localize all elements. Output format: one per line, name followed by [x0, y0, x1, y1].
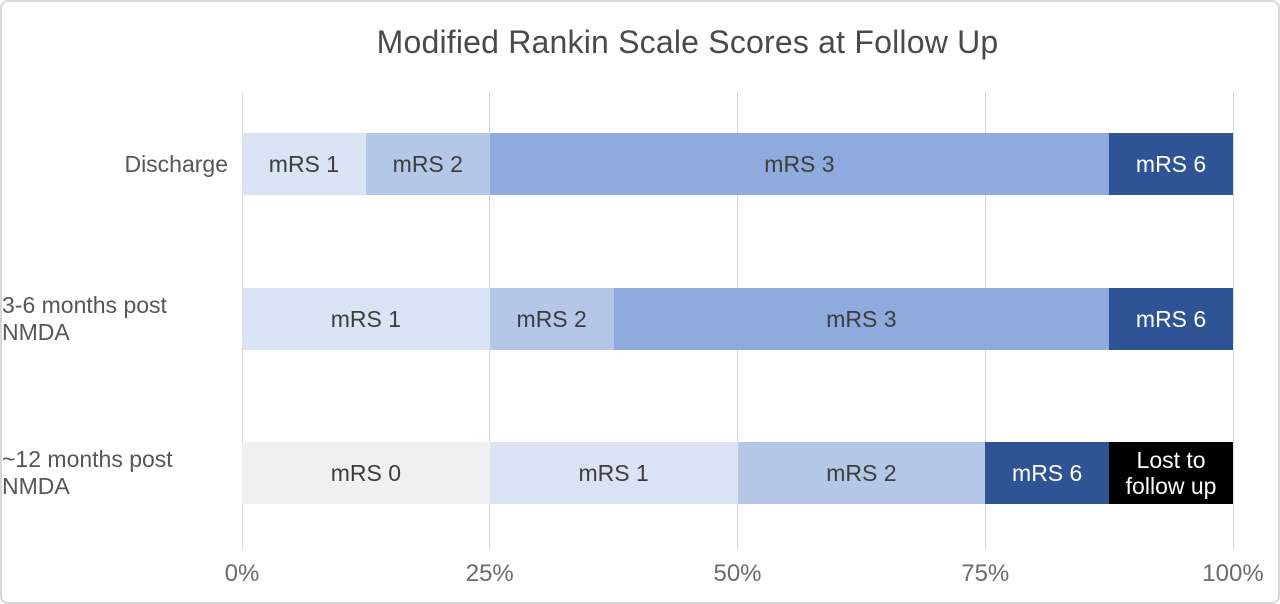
bar-segment: mRS 6	[985, 442, 1110, 504]
bar-segment: Lost to follow up	[1109, 442, 1233, 504]
bar-row: mRS 0 mRS 1 mRS 2 mRS 6 Lost to follow up	[242, 442, 1233, 504]
bar-segment-label: mRS 6	[1012, 459, 1083, 486]
bar-segment-label: mRS 3	[764, 150, 835, 177]
bar-segment-label: mRS 6	[1135, 305, 1207, 332]
bar-segment: mRS 3	[489, 133, 1110, 195]
category-label: ~12 months post NMDA	[2, 446, 173, 499]
bar-segment: mRS 3	[613, 288, 1110, 350]
bar-segment: mRS 2	[489, 288, 614, 350]
x-tick-label: 0%	[224, 560, 260, 587]
bar-segment-label: mRS 1	[268, 150, 340, 177]
bar-segment-label: mRS 1	[578, 459, 649, 486]
category-label: Discharge	[124, 150, 228, 177]
chart-title: Modified Rankin Scale Scores at Follow U…	[376, 24, 999, 60]
bar-segment-label: mRS 2	[392, 150, 463, 177]
x-tick-label: 50%	[713, 560, 762, 587]
x-tick-label: 25%	[465, 560, 514, 587]
bar-segment-label: mRS 6	[1135, 150, 1207, 177]
bar-segment: mRS 1	[489, 442, 738, 504]
bar-row: mRS 1 mRS 2 mRS 3 mRS 6	[242, 288, 1233, 350]
x-tick-label: 75%	[961, 560, 1010, 587]
bar-segment-label: mRS 2	[826, 459, 897, 486]
bar-segment: mRS 6	[1109, 133, 1233, 195]
bar-row: mRS 1 mRS 2 mRS 3 mRS 6	[242, 133, 1233, 195]
bar-segment-label: mRS 2	[516, 305, 587, 332]
bar-segment: mRS 1	[242, 133, 366, 195]
bar-segment: mRS 2	[737, 442, 986, 504]
bar-segment-label: mRS 3	[826, 305, 897, 332]
category-label: 3-6 months post NMDA	[2, 292, 167, 345]
x-tick-label: 100%	[1202, 560, 1264, 587]
bar-segment: mRS 2	[365, 133, 490, 195]
bar-segment: mRS 0	[242, 442, 490, 504]
bar-segment-label: mRS 0	[330, 459, 402, 486]
bar-segment: mRS 1	[242, 288, 490, 350]
gridline	[1232, 92, 1234, 550]
bar-segment: mRS 6	[1109, 288, 1233, 350]
bar-segment-label: mRS 1	[330, 305, 402, 332]
bar-segment-label: Lost to follow up	[1125, 446, 1217, 499]
